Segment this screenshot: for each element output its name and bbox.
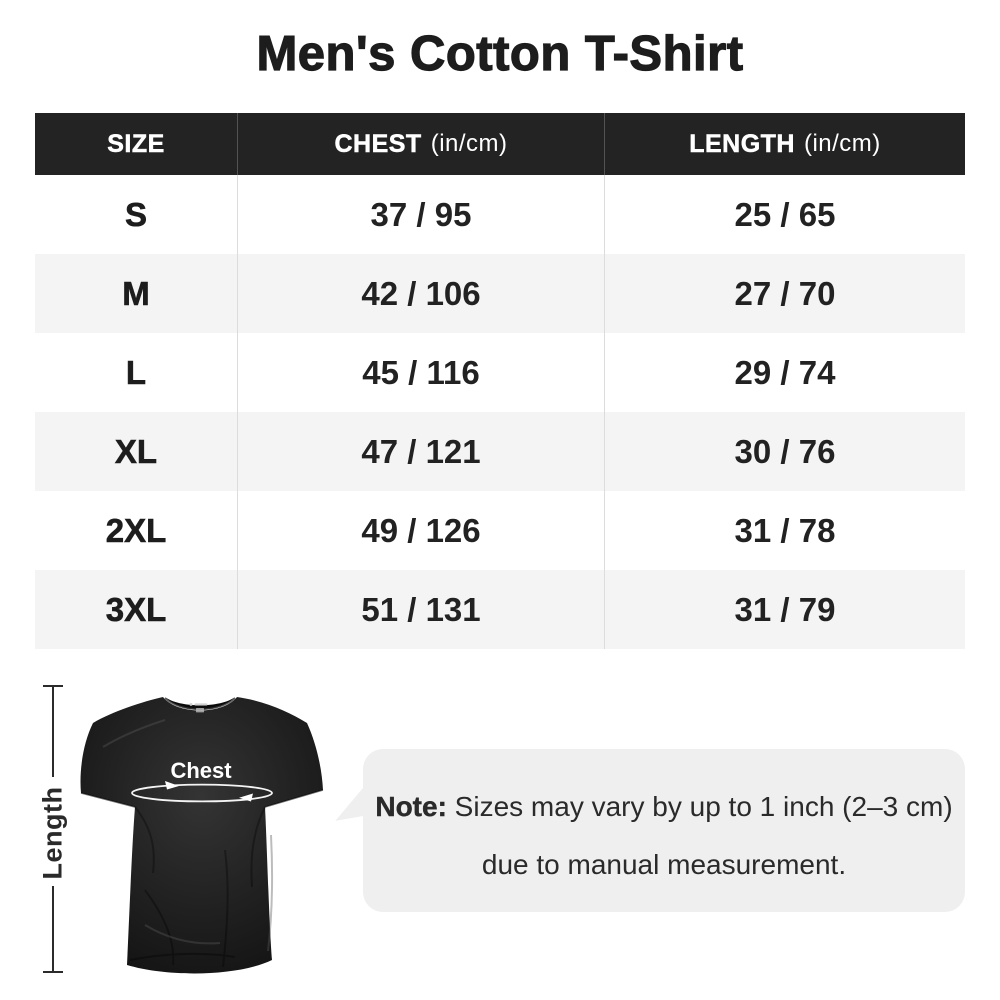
chest-value: 47 / 121 xyxy=(237,412,604,491)
table-row-3xl: 3XL 51 / 131 31 / 79 xyxy=(35,570,965,649)
length-value: 29 / 74 xyxy=(604,333,965,412)
length-line-upper xyxy=(52,687,54,777)
chest-arrow-left-icon xyxy=(239,793,253,802)
size-chart-table: SIZE CHEST (in/cm) LENGTH (in/cm) S 37 /… xyxy=(35,113,965,649)
header-label: CHEST xyxy=(334,129,422,158)
note-label: Note: xyxy=(375,790,447,822)
note-text-line2: due to manual measurement. xyxy=(481,848,847,880)
length-line-bottom-cap xyxy=(43,971,63,973)
size-value: L xyxy=(125,353,147,391)
length-line-top-cap xyxy=(43,685,63,687)
note-bubble-tail xyxy=(335,784,366,821)
fabric-folds xyxy=(129,806,266,968)
chest-value: 42 / 106 xyxy=(237,254,604,333)
table-row-xl: XL 47 / 121 30 / 76 xyxy=(35,412,965,491)
chest-measure-ellipse xyxy=(131,783,273,803)
page-title: Men's Cotton T-Shirt xyxy=(256,26,744,81)
header-label: SIZE xyxy=(107,129,165,158)
table-row-2xl: 2XL 49 / 126 31 / 78 xyxy=(35,491,965,570)
length-value: 31 / 79 xyxy=(604,570,965,649)
header-cell-chest: CHEST (in/cm) xyxy=(237,113,604,175)
header-unit: (in/cm) xyxy=(803,130,881,157)
length-value: 25 / 65 xyxy=(604,175,965,254)
tshirt-body xyxy=(80,697,323,974)
size-value: 3XL xyxy=(105,590,167,628)
note-text-line1: Note: Sizes may vary by up to 1 inch (2–… xyxy=(375,790,953,822)
length-value: 30 / 76 xyxy=(604,412,965,491)
header-unit: (in/cm) xyxy=(430,130,508,157)
chest-value: 51 / 131 xyxy=(237,570,604,649)
length-value: 27 / 70 xyxy=(604,254,965,333)
tshirt-image: Chest xyxy=(80,697,324,974)
size-value: 2XL xyxy=(105,511,167,549)
table-row-m: M 42 / 106 27 / 70 xyxy=(35,254,965,333)
note-text: Sizes may vary by up to 1 inch (2–3 cm) xyxy=(454,790,953,822)
size-value: XL xyxy=(114,432,158,470)
fabric-highlights xyxy=(102,719,273,952)
table-row-l: L 45 / 116 29 / 74 xyxy=(35,333,965,412)
note-bubble: Note: Sizes may vary by up to 1 inch (2–… xyxy=(363,749,965,912)
chest-value: 49 / 126 xyxy=(237,491,604,570)
header-label: LENGTH xyxy=(689,129,795,158)
chest-label: Chest xyxy=(170,758,232,783)
chest-value: 45 / 116 xyxy=(237,333,604,412)
size-value: S xyxy=(124,195,148,233)
table-header-row: SIZE CHEST (in/cm) LENGTH (in/cm) xyxy=(35,113,965,175)
neck-label-print xyxy=(189,703,208,713)
header-cell-size: SIZE xyxy=(35,113,237,175)
length-value: 31 / 78 xyxy=(604,491,965,570)
size-value: M xyxy=(122,274,150,312)
header-cell-length: LENGTH (in/cm) xyxy=(604,113,965,175)
table-row-s: S 37 / 95 25 / 65 xyxy=(35,175,965,254)
length-line-lower xyxy=(52,886,54,971)
length-label: Length xyxy=(37,786,68,880)
chest-value: 37 / 95 xyxy=(237,175,604,254)
chest-arrow-right-icon xyxy=(165,781,179,790)
